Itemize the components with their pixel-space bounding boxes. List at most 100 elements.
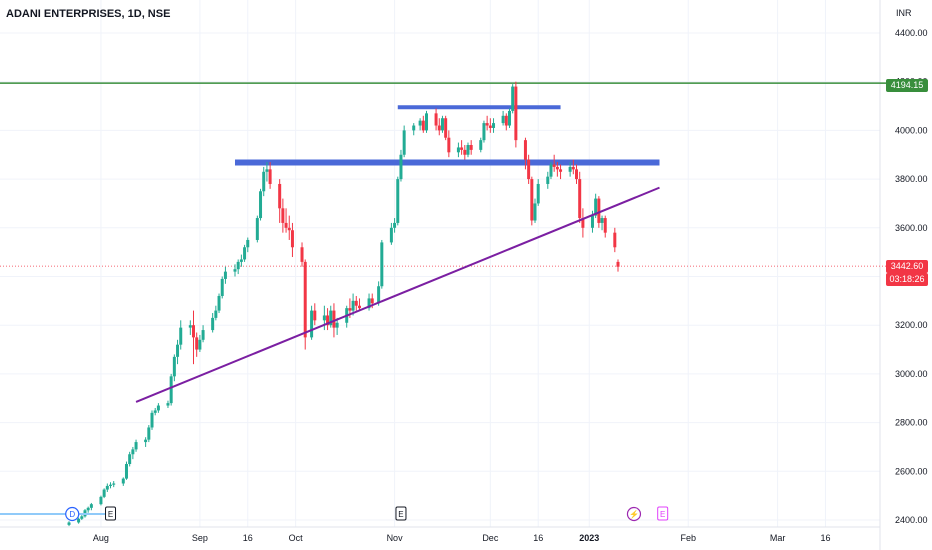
earnings-marker[interactable] [105,506,117,521]
candle-body[interactable] [600,218,604,223]
candle-body[interactable] [447,137,451,153]
candle-body[interactable] [268,169,272,184]
candle-body[interactable] [310,310,314,338]
earnings-marker[interactable] [395,506,407,521]
candle-body[interactable] [504,115,508,126]
candle-body[interactable] [523,140,527,160]
candle-body[interactable] [246,239,250,248]
candle-body[interactable] [555,166,559,170]
candle-body[interactable] [214,310,218,318]
candle-body[interactable] [105,485,109,490]
dividend-marker[interactable] [65,506,80,522]
candle-body[interactable] [156,405,160,411]
candle-body[interactable] [303,261,307,338]
candle-body[interactable] [354,300,358,306]
candle-body[interactable] [166,403,170,406]
candle-body[interactable] [300,247,304,262]
candle-body[interactable] [112,483,116,485]
candle-body[interactable] [290,230,294,248]
candle-body[interactable] [195,337,199,350]
candle-body[interactable] [581,218,585,228]
candle-body[interactable] [578,179,582,219]
candle-body[interactable] [616,261,620,267]
earnings-marker[interactable] [657,506,669,521]
candle-body[interactable] [150,412,154,428]
candle-body[interactable] [67,522,71,525]
candle-body[interactable] [469,145,473,150]
candle-body[interactable] [326,315,330,326]
candle-body[interactable] [217,295,221,311]
candle-body[interactable] [597,198,601,223]
candle-body[interactable] [198,339,202,350]
candle-body[interactable] [530,179,534,221]
candle-body[interactable] [402,130,406,155]
candle-body[interactable] [488,125,492,128]
candle-body[interactable] [223,271,227,279]
candle-body[interactable] [124,463,128,479]
candle-body[interactable] [514,86,518,141]
candle-body[interactable] [389,227,393,243]
candle-body[interactable] [259,191,263,219]
candle-body[interactable] [466,145,470,155]
candle-body[interactable] [568,166,572,172]
candle-body[interactable] [284,222,288,228]
candle-body[interactable] [377,286,381,304]
candle-body[interactable] [552,164,556,167]
candle-body[interactable] [102,489,106,497]
candle-body[interactable] [80,516,84,519]
candle-body[interactable] [507,110,511,126]
candle-body[interactable] [380,242,384,287]
candle-body[interactable] [77,518,81,523]
candle-body[interactable] [463,149,467,155]
candle-body[interactable] [412,125,416,131]
candle-body[interactable] [322,315,326,321]
candle-body[interactable] [546,176,550,184]
candle-body[interactable] [332,310,336,328]
candle-body[interactable] [233,269,237,272]
candle-body[interactable] [201,330,205,340]
candle-body[interactable] [313,310,317,321]
candle-body[interactable] [255,218,259,240]
candle-body[interactable] [511,86,515,111]
candle-body[interactable] [172,356,176,377]
candle-body[interactable] [153,410,157,413]
candle-body[interactable] [335,322,339,328]
candle-body[interactable] [594,198,598,216]
candle-body[interactable] [176,344,180,357]
candle-body[interactable] [287,227,291,231]
candle-body[interactable] [396,179,400,223]
candle-body[interactable] [536,183,540,204]
candle-body[interactable] [460,147,464,150]
candle-body[interactable] [399,154,403,180]
candle-body[interactable] [367,298,371,309]
candle-body[interactable] [211,317,215,331]
candle-body[interactable] [393,222,397,228]
candle-body[interactable] [278,183,282,209]
candle-body[interactable] [421,120,425,131]
candle-body[interactable] [262,171,266,192]
candle-body[interactable] [131,449,135,455]
candle-body[interactable] [348,308,352,311]
candle-body[interactable] [603,218,607,233]
candle-body[interactable] [134,442,138,450]
candle-body[interactable] [571,166,575,170]
candle-body[interactable] [482,123,486,141]
candle-body[interactable] [236,261,240,270]
candle-body[interactable] [418,120,422,126]
candle-body[interactable] [192,325,196,338]
candle-body[interactable] [456,147,460,153]
candle-body[interactable] [89,504,93,508]
candle-body[interactable] [109,484,113,486]
candle-body[interactable] [351,300,355,311]
candle-body[interactable] [613,232,617,248]
candle-body[interactable] [357,305,361,309]
candle-body[interactable] [440,118,444,131]
candle-body[interactable] [575,169,579,180]
candle-body[interactable] [370,298,374,304]
candle-body[interactable] [479,140,483,150]
candle-body[interactable] [243,247,247,260]
candle-body[interactable] [590,215,594,228]
candle-body[interactable] [121,478,125,484]
candle-body[interactable] [533,203,537,221]
